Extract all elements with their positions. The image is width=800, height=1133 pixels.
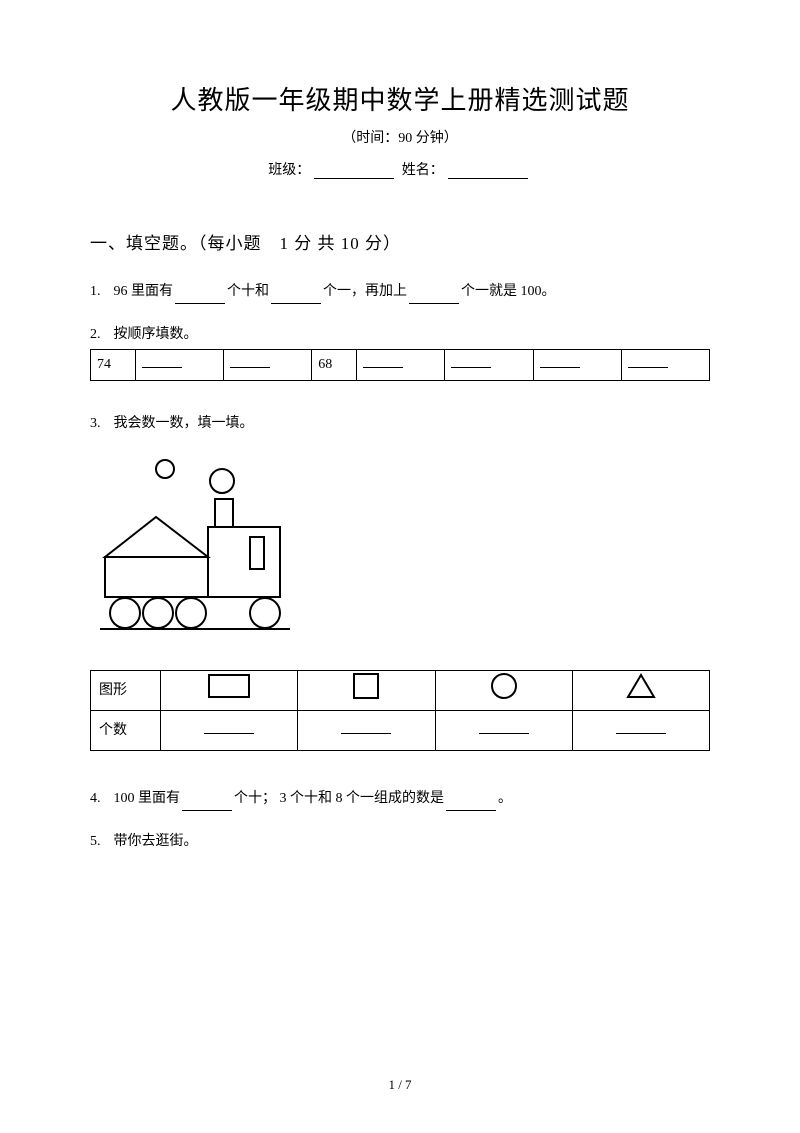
seq-cell-4[interactable]	[357, 350, 445, 380]
seq-cell-2[interactable]	[224, 350, 312, 380]
triangle-icon-cell	[572, 670, 709, 710]
q4-blank-1[interactable]	[182, 797, 232, 811]
class-blank[interactable]	[314, 165, 394, 179]
subtitle-prefix: （时间：	[342, 131, 398, 146]
rectangle-count-cell[interactable]	[161, 711, 298, 751]
seq-cell-0: 74	[91, 350, 136, 380]
circle-icon	[489, 671, 519, 701]
square-icon-cell	[298, 670, 435, 710]
sequence-table: 74 68	[90, 349, 710, 380]
q1-text-1: 96 里面有	[114, 284, 174, 299]
q3-number: 3.	[90, 411, 110, 436]
seq-cell-3: 68	[312, 350, 357, 380]
seq-cell-1[interactable]	[135, 350, 223, 380]
shape-label-cell: 图形	[91, 670, 161, 710]
q4-blank-2[interactable]	[446, 797, 496, 811]
section-1-heading: 一、填空题。（每小题 1 分 共 10 分）	[90, 229, 710, 254]
question-5: 5. 带你去逛街。	[90, 829, 710, 854]
question-1: 1. 96 里面有 个十和 个一，再加上 个一就是 100。	[90, 279, 710, 304]
seq-cell-5[interactable]	[445, 350, 533, 380]
q3-text: 我会数一数，填一填。	[114, 416, 254, 431]
q4-text-2: 个十； 3 个十和 8 个一组成的数是	[234, 791, 444, 806]
circle-count-cell[interactable]	[435, 711, 572, 751]
document-title: 人教版一年级期中数学上册精选测试题	[90, 80, 710, 117]
q1-text-4: 个一就是 100。	[461, 284, 556, 299]
q1-text-2: 个十和	[227, 284, 269, 299]
q5-number: 5.	[90, 829, 110, 854]
q1-blank-1[interactable]	[175, 290, 225, 304]
rectangle-icon-cell	[161, 670, 298, 710]
q4-number: 4.	[90, 786, 110, 811]
subtitle-time: 90 分钟）	[398, 131, 458, 146]
q1-number: 1.	[90, 279, 110, 304]
shape-count-table: 图形 个数	[90, 670, 710, 751]
q1-blank-3[interactable]	[409, 290, 459, 304]
name-blank[interactable]	[448, 165, 528, 179]
triangle-icon	[625, 672, 657, 700]
q1-blank-2[interactable]	[271, 290, 321, 304]
q4-text-3: 。	[498, 791, 512, 806]
name-label: 姓名：	[402, 163, 444, 178]
square-count-cell[interactable]	[298, 711, 435, 751]
count-label-cell: 个数	[91, 711, 161, 751]
q4-text-1: 100 里面有	[114, 791, 181, 806]
student-info-line: 班级： 姓名：	[90, 159, 710, 179]
seq-cell-6[interactable]	[533, 350, 621, 380]
q1-text-3: 个一，再加上	[323, 284, 407, 299]
q2-number: 2.	[90, 322, 110, 347]
class-label: 班级：	[268, 163, 310, 178]
train-drawing	[90, 451, 710, 650]
question-2: 2. 按顺序填数。 74 68	[90, 322, 710, 380]
time-subtitle: （时间：90 分钟）	[90, 127, 710, 147]
triangle-count-cell[interactable]	[572, 711, 709, 751]
seq-cell-7[interactable]	[621, 350, 709, 380]
circle-icon-cell	[435, 670, 572, 710]
rectangle-icon	[207, 673, 251, 699]
train-svg	[90, 451, 340, 641]
page-footer: 1 / 7	[0, 1077, 800, 1093]
q2-text: 按顺序填数。	[114, 327, 198, 342]
question-3: 3. 我会数一数，填一填。 图形	[90, 411, 710, 752]
square-icon	[352, 672, 380, 700]
question-4: 4. 100 里面有 个十； 3 个十和 8 个一组成的数是 。	[90, 786, 710, 811]
q5-text: 带你去逛街。	[114, 834, 198, 849]
